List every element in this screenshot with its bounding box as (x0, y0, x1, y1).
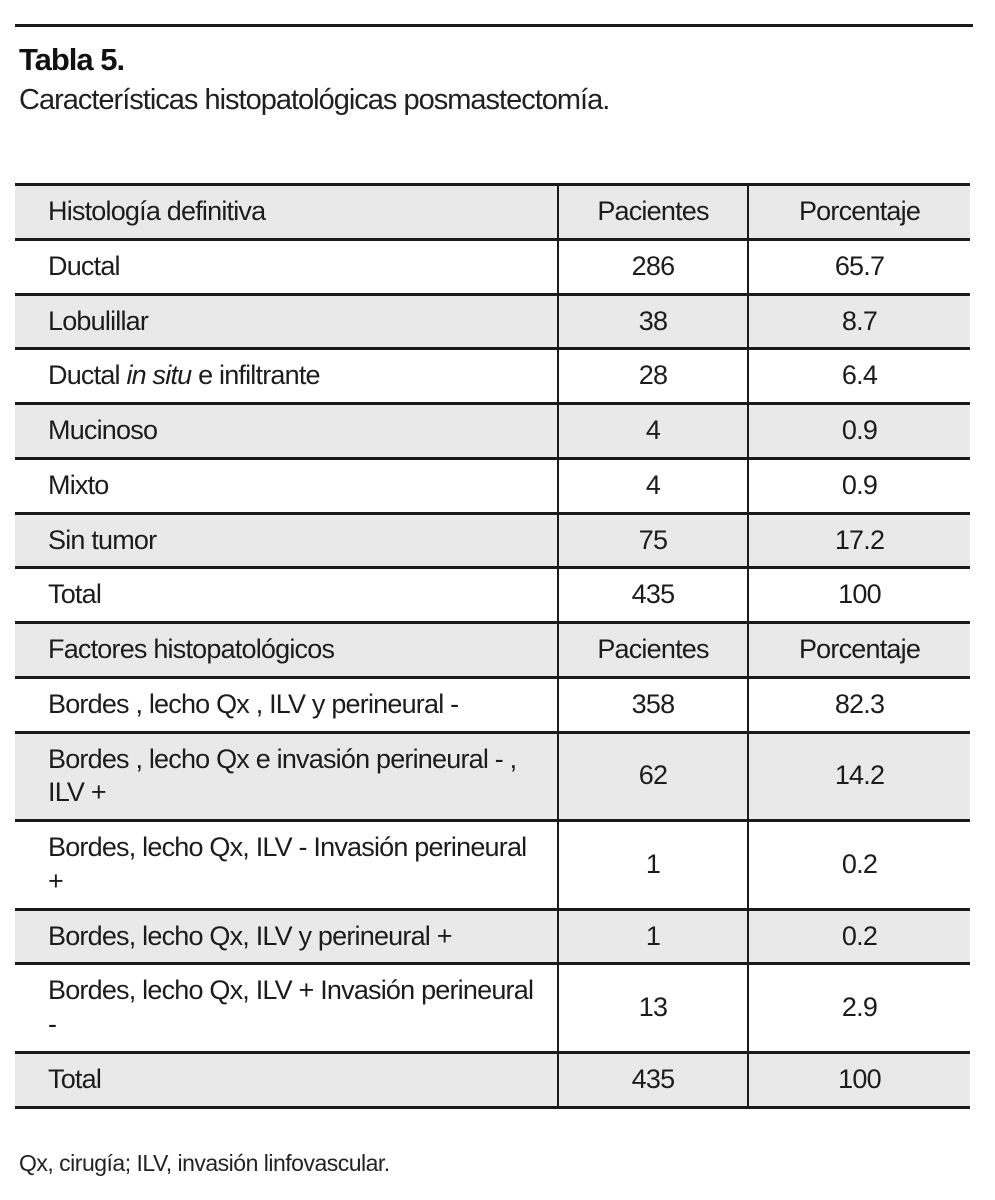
cell-label: Mucinoso (15, 402, 558, 459)
cell-porcentaje: 8.7 (747, 292, 970, 349)
table-row: Sin tumor 75 17.2 (15, 511, 970, 568)
cell-pacientes: 435 (557, 566, 748, 623)
cell-pacientes: 13 (557, 962, 748, 1053)
cell-pacientes: 28 (557, 347, 748, 404)
label-segment: Bordes, lecho Qx, ILV - Invasión perineu… (48, 832, 527, 896)
label-segment: Ductal (48, 250, 121, 281)
table-row: Bordes, lecho Qx, ILV - Invasión perineu… (15, 819, 970, 909)
cell-label: Bordes , lecho Qx e invasión perineural … (15, 730, 558, 821)
table-subtitle: Características histopatológicas posmast… (19, 84, 610, 116)
table-row: Bordes, lecho Qx, ILV + Invasión perineu… (15, 962, 970, 1053)
cell-pacientes: 4 (557, 402, 748, 459)
label-segment: Lobulillar (48, 305, 149, 336)
table-row: Total 435 100 (15, 566, 970, 623)
cell-label: Bordes, lecho Qx, ILV + Invasión perineu… (15, 962, 558, 1053)
label-segment: Mucinoso (48, 415, 158, 445)
header-cell-porcentaje: Porcentaje (747, 621, 970, 678)
table-row: Ductal 286 65.7 (15, 237, 970, 294)
cell-pacientes: 1 (557, 907, 748, 964)
label-segment: e infiltrante (191, 360, 320, 391)
label-segment: Bordes, lecho Qx, ILV + Invasión perineu… (48, 975, 534, 1039)
table-row: Bordes , lecho Qx , ILV y perineural - 35… (15, 675, 970, 732)
cell-pacientes: 435 (557, 1050, 748, 1109)
table-row: Bordes , lecho Qx e invasión perineural … (15, 730, 970, 821)
label-segment: Mixto (48, 469, 109, 500)
cell-label: Mixto (15, 456, 558, 513)
label-segment: Total (48, 1063, 102, 1094)
header-cell-label: Factores histopatológicos (15, 621, 558, 678)
cell-label: Sin tumor (15, 511, 558, 568)
header-cell-pacientes: Pacientes (557, 183, 748, 240)
table-row: Mixto 4 0.9 (15, 456, 970, 513)
table-title: Tabla 5. (19, 42, 125, 77)
cell-porcentaje: 100 (747, 566, 970, 623)
label-segment: Bordes, lecho Qx, ILV y perineural + (48, 920, 452, 951)
label-segment: Bordes , lecho Qx , ILV y perineural - (48, 688, 459, 719)
label-segment: Ductal (48, 360, 127, 391)
cell-label: Ductal in situ e infiltrante (15, 347, 558, 404)
cell-label: Total (15, 1050, 558, 1109)
cell-label: Lobulillar (15, 292, 558, 349)
cell-pacientes: 4 (557, 456, 748, 513)
cell-pacientes: 1 (557, 819, 748, 909)
cell-porcentaje: 0.9 (747, 402, 970, 459)
table-row: Total 435 100 (15, 1050, 970, 1109)
table-row: Mucinoso 4 0.9 (15, 402, 970, 459)
cell-pacientes: 358 (557, 675, 748, 732)
cell-label: Bordes, lecho Qx, ILV - Invasión perineu… (15, 819, 558, 909)
cell-pacientes: 62 (557, 730, 748, 821)
cell-label: Ductal (15, 237, 558, 294)
section-header-row: Histología definitiva Pacientes Porcentaje (15, 183, 970, 240)
cell-porcentaje: 100 (747, 1050, 970, 1109)
cell-label: Total (15, 566, 558, 623)
cell-porcentaje: 17.2 (747, 511, 970, 568)
cell-porcentaje: 14.2 (747, 730, 970, 821)
cell-porcentaje: 0.9 (747, 456, 970, 513)
cell-pacientes: 75 (557, 511, 748, 568)
table-row: Lobulillar 38 8.7 (15, 292, 970, 349)
table-row: Bordes, lecho Qx, ILV y perineural + 1 0.2 (15, 907, 970, 964)
cell-porcentaje: 0.2 (747, 907, 970, 964)
label-segment-italic: in situ (126, 360, 192, 391)
cell-label: Bordes, lecho Qx, ILV y perineural + (15, 907, 558, 964)
label-segment: Total (48, 579, 102, 610)
cell-pacientes: 286 (557, 237, 748, 294)
header-cell-pacientes: Pacientes (557, 621, 748, 678)
table-row: Ductal in situ e infiltrante 28 6.4 (15, 347, 970, 404)
cell-porcentaje: 65.7 (747, 237, 970, 294)
cell-label: Bordes , lecho Qx , ILV y perineural - (15, 675, 558, 732)
section-header-row: Factores histopatológicos Pacientes Porcen… (15, 621, 970, 678)
label-segment: Bordes , lecho Qx e invasión perineural … (48, 743, 517, 808)
histopathology-table: Histología definitiva Pacientes Porcentaje… (15, 183, 970, 1109)
cell-porcentaje: 82.3 (747, 675, 970, 732)
cell-porcentaje: 6.4 (747, 347, 970, 404)
header-cell-porcentaje: Porcentaje (747, 183, 970, 240)
cell-porcentaje: 2.9 (747, 962, 970, 1053)
top-horizontal-rule (15, 24, 973, 27)
table-footnote: Qx, cirugía; ILV, invasión linfovascular… (19, 1150, 390, 1176)
cell-porcentaje: 0.2 (747, 819, 970, 909)
header-cell-label: Histología definitiva (15, 183, 558, 240)
cell-pacientes: 38 (557, 292, 748, 349)
label-segment: Sin tumor (48, 524, 157, 555)
